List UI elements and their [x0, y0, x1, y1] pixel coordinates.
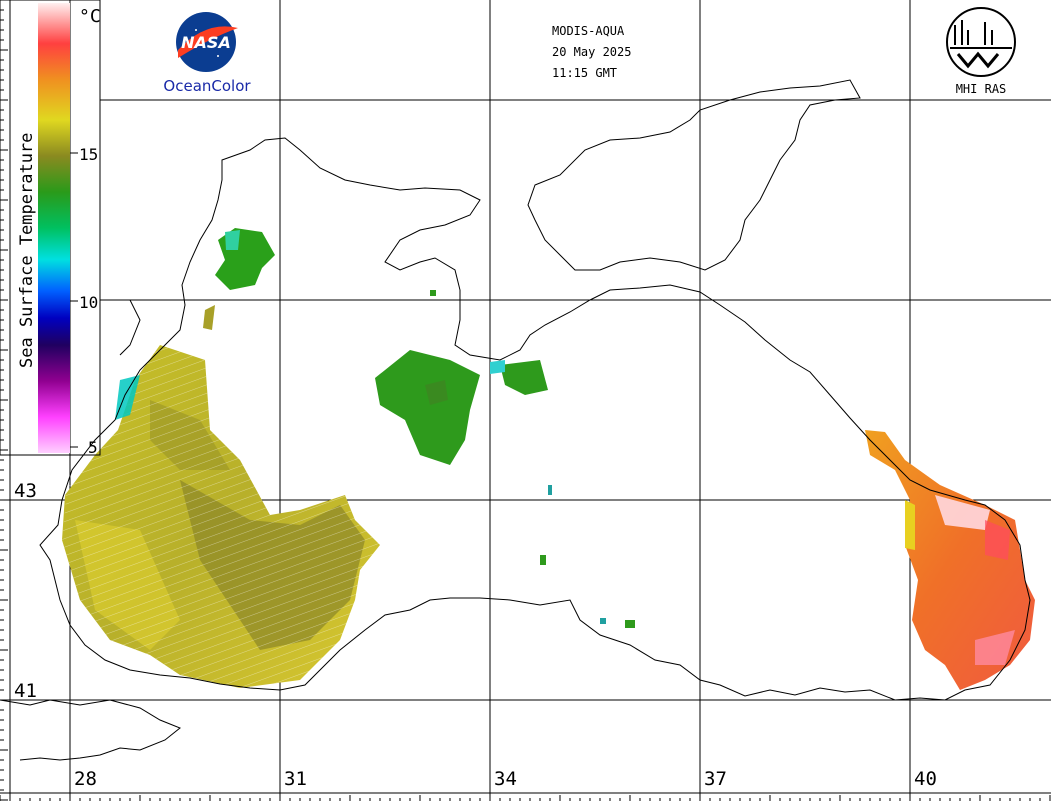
sst-east-warm [865, 430, 1035, 690]
sst-west-shelf [60, 305, 380, 688]
left-ruler [0, 0, 101, 801]
time-label: 11:15 GMT [552, 66, 617, 80]
satellite-label: MODIS-AQUA [552, 24, 625, 38]
mhi-logo [946, 7, 1016, 77]
coastline [0, 79, 1031, 761]
bottom-ruler-ticks [0, 795, 1051, 801]
lon-label-37: 37 [704, 768, 727, 790]
sst-nw-green [215, 228, 275, 290]
lat-label-43: 43 [14, 480, 37, 502]
colorbar-ticks [70, 152, 78, 448]
colorbar-unit: °C [79, 6, 101, 27]
lat-label-41: 41 [14, 680, 37, 702]
lon-label-31: 31 [284, 768, 307, 790]
lon-label-34: 34 [494, 768, 517, 790]
left-ruler-ticks [0, 0, 8, 801]
colorbar [38, 3, 70, 453]
colorbar-tick-5: 5 [88, 438, 98, 457]
sst-central-green [375, 290, 635, 628]
mhi-label: MHI RAS [956, 82, 1007, 96]
lon-label-40: 40 [914, 768, 937, 790]
date-label: 20 May 2025 [552, 45, 631, 59]
nasa-wordmark: NASA [181, 33, 231, 52]
oceancolor-label: OceanColor [163, 77, 251, 95]
colorbar-title: Sea Surface Temperature [17, 133, 37, 368]
nasa-logo: NASA [176, 12, 238, 72]
lon-label-28: 28 [74, 768, 97, 790]
colorbar-tick-15: 15 [79, 145, 98, 164]
colorbar-tick-10: 10 [79, 293, 98, 312]
